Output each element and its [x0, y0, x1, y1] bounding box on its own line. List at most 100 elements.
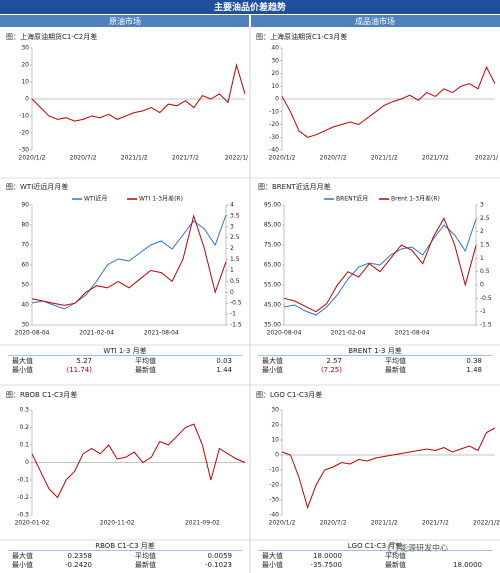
- y2-tick-label: 1: [230, 267, 234, 274]
- x-tick-label: 2020/1/2: [269, 155, 296, 162]
- y-tick-label: 85.00: [264, 222, 281, 229]
- y2-tick-label: 0.5: [230, 278, 240, 285]
- y-tick-label: 70: [21, 242, 29, 249]
- y-tick-label: 0.3: [19, 407, 29, 414]
- stats-cell: 最新值: [135, 560, 156, 569]
- stats-cell: 18.0000: [453, 561, 482, 569]
- y-tick-label: -40: [269, 147, 279, 154]
- y-tick-label: 20: [271, 70, 279, 77]
- section-bar: [251, 15, 500, 27]
- x-tick-label: 2020-08-04: [267, 330, 302, 337]
- series-line: [283, 217, 477, 313]
- x-tick-label: 2020/1/2: [269, 520, 296, 527]
- stats-cell: -0.2420: [65, 561, 92, 569]
- y-tick-label: 30: [21, 322, 29, 329]
- series-line: [31, 423, 246, 499]
- stats-cell: 最小值: [12, 365, 33, 374]
- chart-title: 图：BRENT近远月月差: [258, 182, 331, 191]
- x-tick-label: 2021-08-04: [144, 330, 179, 337]
- y-tick-label: 50: [21, 282, 29, 289]
- y-tick-label: 10: [21, 79, 29, 86]
- stats-cell: 最新值: [135, 365, 156, 374]
- series-line: [31, 214, 227, 310]
- x-tick-label: 2021/7/2: [172, 155, 199, 162]
- y2-tick-label: -1: [480, 308, 486, 315]
- stats-title: BRENT 1-3 月差: [348, 346, 401, 355]
- x-tick-label: 2021/1/2: [371, 155, 398, 162]
- stats-title: RBOB C1-C3 月差: [95, 541, 155, 550]
- page-title: 主要油品价差趋势: [214, 1, 286, 13]
- x-tick-label: 2021/1/2: [371, 520, 398, 527]
- y2-tick-label: 0.5: [480, 268, 490, 275]
- stats-cell: -0.1023: [205, 561, 232, 569]
- y-tick-label: 55.00: [264, 282, 281, 289]
- y-tick-label: 30: [271, 57, 279, 64]
- x-tick-label: 2021/1/2: [121, 155, 148, 162]
- y2-tick-label: 1.5: [480, 242, 490, 249]
- y-tick-label: -30: [269, 497, 279, 504]
- stats-cell: 最大值: [262, 551, 283, 560]
- x-tick-label: 2021-02-04: [331, 330, 366, 337]
- y2-tick-label: 4: [230, 202, 234, 209]
- y-tick-label: 0: [25, 459, 29, 466]
- y-tick-label: 30: [21, 45, 29, 52]
- x-tick-label: 2020/1/2: [19, 155, 46, 162]
- stats-cell: 0.2358: [68, 552, 93, 560]
- x-tick-label: 2020-08-04: [15, 330, 50, 337]
- section-bar: [0, 15, 249, 27]
- stats-cell: 平均值: [385, 551, 406, 560]
- y2-tick-label: -1.5: [480, 322, 492, 329]
- y-tick-label: 0: [275, 452, 279, 459]
- watermark-text: 能源研发中心: [400, 543, 448, 553]
- series-line: [31, 63, 246, 122]
- x-tick-label: 2020/7/2: [70, 155, 97, 162]
- stats-cell: 平均值: [385, 356, 406, 365]
- y-tick-label: 90: [21, 202, 29, 209]
- legend-label: BRENT近月: [336, 195, 368, 203]
- y-tick-label: 0: [275, 96, 279, 103]
- chart-title: 图：上海原油期货C1-C2月差: [6, 32, 97, 41]
- x-tick-label: 2021-09-02: [185, 520, 220, 527]
- stats-cell: -35.7500: [311, 561, 342, 569]
- y2-tick-label: 0: [230, 289, 234, 296]
- stats-cell: 0.38: [466, 357, 482, 365]
- y-tick-label: -30: [19, 147, 29, 154]
- stats-cell: 平均值: [135, 356, 156, 365]
- chart-title: 图：上海原油期货C1-C3月差: [256, 32, 347, 41]
- chart-title: 图：LGO C1-C3月差: [256, 390, 322, 399]
- y-tick-label: 95.00: [264, 202, 281, 209]
- y2-tick-label: 2: [230, 245, 234, 252]
- y-tick-label: 30: [271, 407, 279, 414]
- y-tick-label: -0.1: [17, 477, 29, 484]
- y-tick-label: 40: [271, 45, 279, 52]
- x-tick-label: 2021-02-04: [79, 330, 114, 337]
- y2-tick-label: 2.5: [480, 215, 490, 222]
- y-tick-label: 35.00: [264, 322, 281, 329]
- stats-cell: 最新值: [385, 560, 406, 569]
- y-tick-label: -20: [19, 130, 29, 137]
- x-tick-label: 2020-11-02: [100, 520, 135, 527]
- y-tick-label: 65.00: [264, 262, 281, 269]
- legend-label: Brent 1-3月差(R): [391, 195, 440, 203]
- y-tick-label: 10: [271, 83, 279, 90]
- series-line: [281, 65, 496, 138]
- y-tick-label: 20: [271, 422, 279, 429]
- x-tick-label: 2021-08-04: [395, 330, 430, 337]
- y-tick-label: -10: [269, 467, 279, 474]
- y-tick-label: -30: [269, 134, 279, 141]
- y-tick-label: 20: [21, 62, 29, 69]
- y-tick-label: 0: [25, 96, 29, 103]
- y-tick-label: -10: [19, 113, 29, 120]
- y-tick-label: 45.00: [264, 302, 281, 309]
- y-tick-label: 60: [21, 262, 29, 269]
- x-tick-label: 2020/7/2: [320, 155, 347, 162]
- y-tick-label: -0.3: [17, 512, 29, 519]
- frame: [0, 27, 500, 573]
- stats-cell: 0.0059: [208, 552, 233, 560]
- section-title: 成品油市场: [355, 16, 395, 26]
- stats-cell: 最新值: [385, 365, 406, 374]
- x-tick-label: 2022/1/: [475, 155, 499, 162]
- y-tick-label: 0.1: [19, 442, 29, 449]
- stats-cell: (7.25): [321, 366, 342, 374]
- stats-cell: 1.44: [216, 366, 232, 374]
